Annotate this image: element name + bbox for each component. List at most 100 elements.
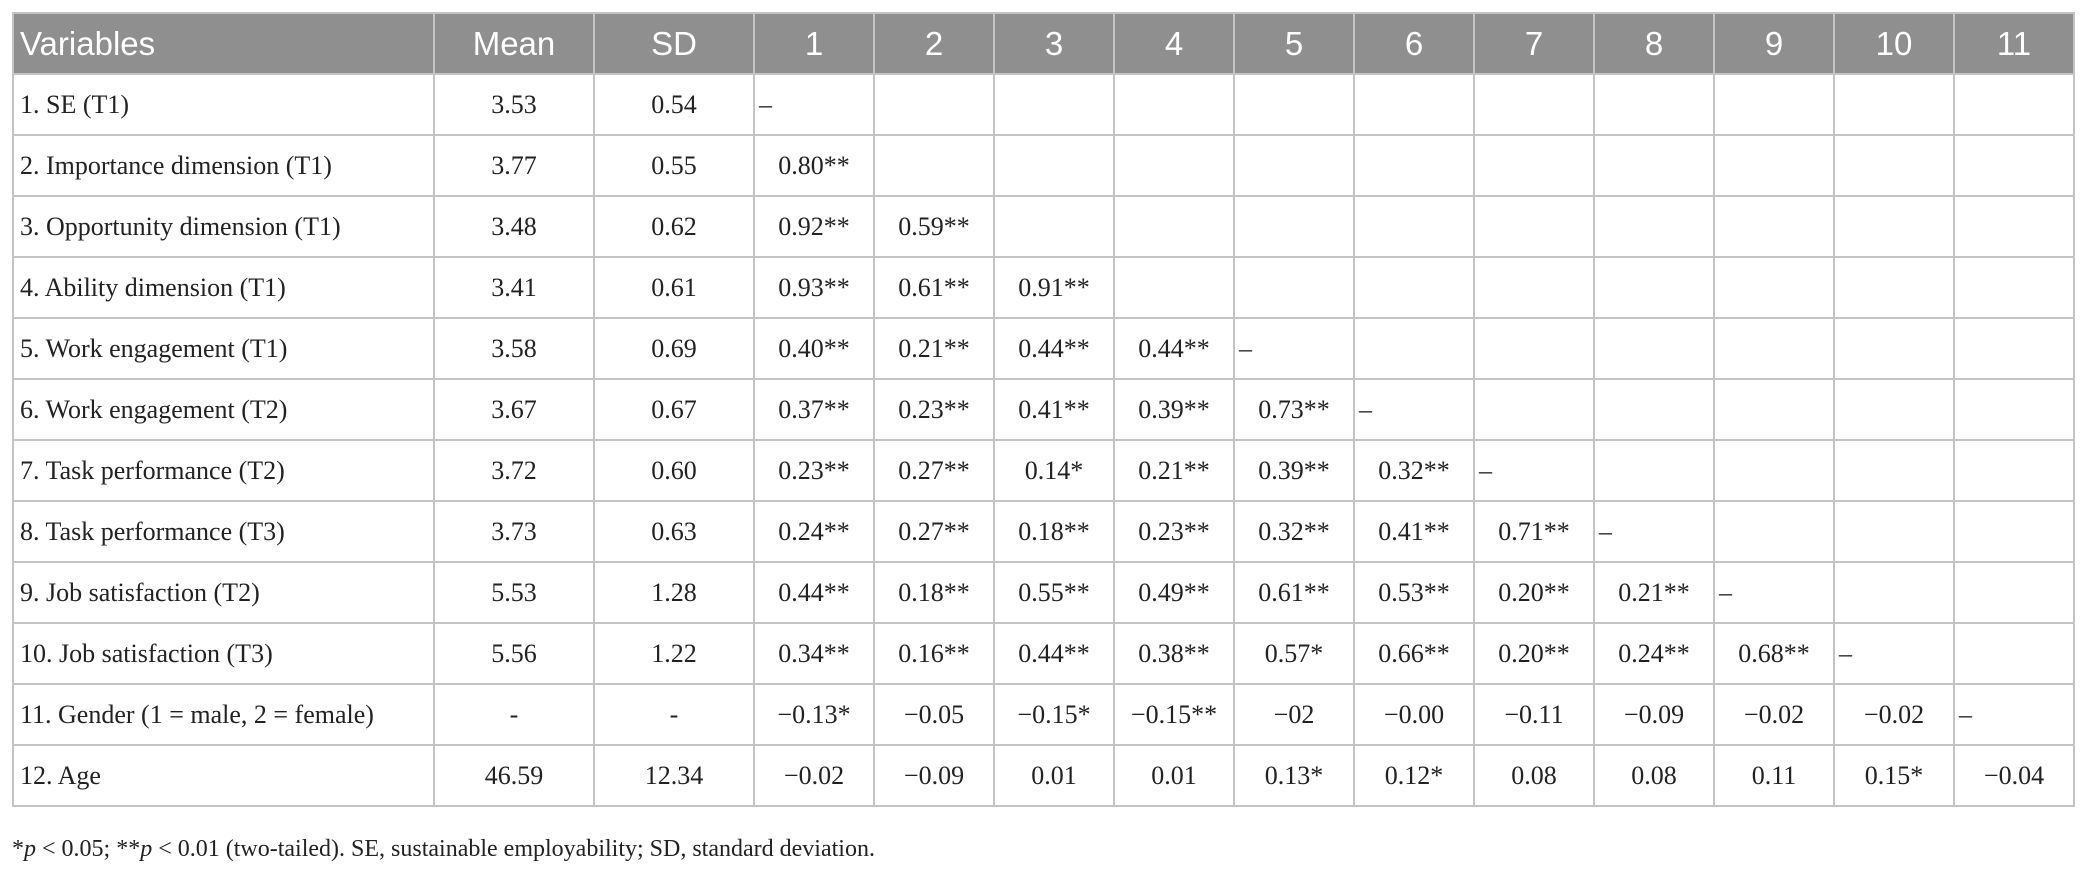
correlation-cell: 0.01 [993, 744, 1115, 807]
correlation-cell [1593, 317, 1715, 380]
sd-cell: 0.61 [593, 256, 755, 319]
correlation-cell: 0.23** [753, 439, 875, 502]
correlation-cell [1113, 195, 1235, 258]
correlation-cell: −0.13* [753, 683, 875, 746]
variable-label: 6. Work engagement (T2) [12, 378, 435, 441]
correlation-cell [1953, 500, 2075, 563]
correlation-cell: −02 [1233, 683, 1355, 746]
correlation-cell [1713, 317, 1835, 380]
correlation-cell [1713, 439, 1835, 502]
correlation-cell [1233, 134, 1355, 197]
correlation-cell: 0.20** [1473, 561, 1595, 624]
correlation-cell: 0.34** [753, 622, 875, 685]
table-row: 9. Job satisfaction (T2) 5.53 1.28 0.44** 0.… [12, 561, 2075, 624]
correlation-cell: – [1473, 439, 1595, 502]
variable-label: 1. SE (T1) [12, 73, 435, 136]
correlation-cell [1473, 73, 1595, 136]
table-row: 10. Job satisfaction (T3) 5.56 1.22 0.34** 0… [12, 622, 2075, 685]
correlation-cell: −0.00 [1353, 683, 1475, 746]
correlation-cell: 0.44** [1113, 317, 1235, 380]
table-header: Variables Mean SD 1 2 3 4 5 6 7 8 9 10 11 [12, 12, 2075, 75]
correlation-cell: 0.41** [1353, 500, 1475, 563]
variable-label: 5. Work engagement (T1) [12, 317, 435, 380]
sd-cell: 0.67 [593, 378, 755, 441]
correlation-cell [873, 134, 995, 197]
sd-cell: 0.54 [593, 73, 755, 136]
correlation-cell [873, 73, 995, 136]
correlation-cell [1593, 73, 1715, 136]
correlation-cell: 0.92** [753, 195, 875, 258]
correlation-cell: 0.91** [993, 256, 1115, 319]
correlation-cell: 0.44** [993, 622, 1115, 685]
correlation-cell: −0.02 [1833, 683, 1955, 746]
table-row: 8. Task performance (T3) 3.73 0.63 0.24** 0.… [12, 500, 2075, 563]
correlation-cell [1833, 439, 1955, 502]
correlation-cell [1713, 134, 1835, 197]
footnote-p-symbol: p [24, 836, 36, 862]
correlation-cell: 0.12* [1353, 744, 1475, 807]
correlation-cell: 0.73** [1233, 378, 1355, 441]
correlation-cell [1713, 378, 1835, 441]
correlation-cell: 0.32** [1353, 439, 1475, 502]
correlation-cell [1233, 73, 1355, 136]
mean-cell: 46.59 [433, 744, 595, 807]
table-row: 7. Task performance (T2) 3.72 0.60 0.23** 0.… [12, 439, 2075, 502]
column-header-10: 10 [1833, 12, 1955, 75]
correlation-cell: −0.15* [993, 683, 1115, 746]
table-footnote: *p < 0.05; **p < 0.01 (two-tailed). SE, … [12, 836, 875, 863]
correlation-cell [1353, 134, 1475, 197]
correlation-cell [1113, 134, 1235, 197]
correlation-cell: 0.32** [1233, 500, 1355, 563]
correlation-cell: 0.24** [753, 500, 875, 563]
correlation-cell [1953, 561, 2075, 624]
correlation-cell [1713, 256, 1835, 319]
correlation-cell: 0.44** [753, 561, 875, 624]
correlation-cell [1953, 317, 2075, 380]
mean-cell: 3.73 [433, 500, 595, 563]
correlation-cell: 0.61** [873, 256, 995, 319]
correlation-cell [1833, 561, 1955, 624]
column-header-9: 9 [1713, 12, 1835, 75]
sd-cell: 0.62 [593, 195, 755, 258]
correlation-cell [1713, 195, 1835, 258]
variable-label: 4. Ability dimension (T1) [12, 256, 435, 319]
mean-cell: - [433, 683, 595, 746]
footnote-lead: * [12, 836, 24, 862]
correlation-cell: 0.37** [753, 378, 875, 441]
correlation-cell: 0.24** [1593, 622, 1715, 685]
correlation-cell: 0.27** [873, 500, 995, 563]
correlation-cell: 0.18** [993, 500, 1115, 563]
correlation-cell: 0.21** [1113, 439, 1235, 502]
correlation-cell [1353, 73, 1475, 136]
correlation-table-container: Variables Mean SD 1 2 3 4 5 6 7 8 9 10 11 1. SE (T1) 3… [12, 12, 2075, 807]
column-header-5: 5 [1233, 12, 1355, 75]
table-row: 2. Importance dimension (T1) 3.77 0.55 0.80… [12, 134, 2075, 197]
correlation-cell [1593, 134, 1715, 197]
table-row: 6. Work engagement (T2) 3.67 0.67 0.37** 0.2… [12, 378, 2075, 441]
variable-label: 8. Task performance (T3) [12, 500, 435, 563]
table-row: 12. Age 46.59 12.34 −0.02 −0.09 0.01 0.01 0.13*… [12, 744, 2075, 807]
mean-cell: 3.41 [433, 256, 595, 319]
correlation-cell [1713, 500, 1835, 563]
table-row: 5. Work engagement (T1) 3.58 0.69 0.40** 0.2… [12, 317, 2075, 380]
mean-cell: 5.53 [433, 561, 595, 624]
correlation-cell [1833, 378, 1955, 441]
correlation-cell: 0.40** [753, 317, 875, 380]
footnote-text-1: < 0.05; ** [36, 836, 141, 862]
sd-cell: 0.60 [593, 439, 755, 502]
variable-label: 12. Age [12, 744, 435, 807]
footnote-p-symbol: p [140, 836, 153, 862]
column-header-variables: Variables [12, 12, 435, 75]
table-body: 1. SE (T1) 3.53 0.54 – 2. Importance dimensi… [12, 73, 2075, 807]
correlation-cell: −0.15** [1113, 683, 1235, 746]
mean-cell: 3.72 [433, 439, 595, 502]
correlation-table: Variables Mean SD 1 2 3 4 5 6 7 8 9 10 11 1. SE (T1) 3… [12, 12, 2075, 807]
variable-label: 2. Importance dimension (T1) [12, 134, 435, 197]
mean-cell: 3.53 [433, 73, 595, 136]
correlation-cell [1833, 500, 1955, 563]
correlation-cell [1593, 378, 1715, 441]
column-header-11: 11 [1953, 12, 2075, 75]
column-header-8: 8 [1593, 12, 1715, 75]
correlation-cell [1953, 439, 2075, 502]
correlation-cell [1953, 195, 2075, 258]
